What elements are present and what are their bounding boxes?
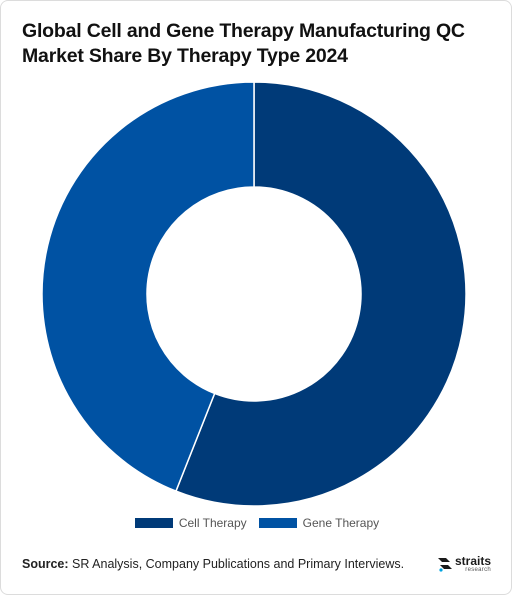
- logo-wordmark: straits: [455, 554, 492, 568]
- legend-swatch-gene-therapy: [258, 518, 297, 528]
- source-text: SR Analysis, Company Publications and Pr…: [68, 557, 405, 571]
- source-note: Source: SR Analysis, Company Publication…: [22, 557, 404, 571]
- donut-slice-cell-therapy[interactable]: [174, 81, 467, 507]
- straits-logo: straits research: [438, 553, 498, 575]
- straits-logo-icon: [438, 558, 452, 572]
- legend-label-cell-therapy: Cell Therapy: [178, 516, 247, 530]
- logo-subtext: research: [465, 567, 492, 573]
- chart-title-line1: Global Cell and Gene Therapy Manufacturi…: [22, 20, 465, 42]
- chart-legend: Cell Therapy Gene Therapy: [0, 516, 514, 530]
- source-label: Source:: [22, 557, 69, 571]
- chart-title-line2: Market Share By Therapy Type 2024: [22, 45, 348, 67]
- legend-item-cell-therapy[interactable]: Cell Therapy: [134, 516, 247, 530]
- legend-label-gene-therapy: Gene Therapy: [302, 516, 380, 530]
- chart-title: Global Cell and Gene Therapy Manufacturi…: [22, 19, 492, 69]
- donut-slice-gene-therapy[interactable]: [41, 81, 255, 493]
- legend-item-gene-therapy[interactable]: Gene Therapy: [258, 516, 380, 530]
- legend-swatch-cell-therapy: [134, 518, 173, 528]
